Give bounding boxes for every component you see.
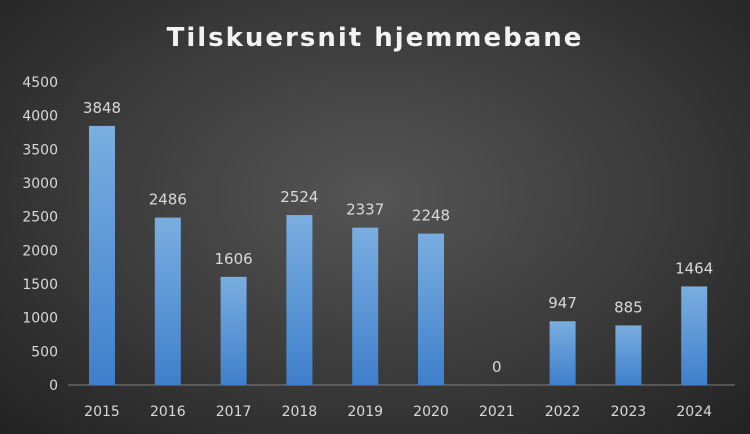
y-tick-label: 2500 <box>22 210 58 226</box>
y-tick-label: 2000 <box>22 243 58 259</box>
x-tick-label: 2016 <box>150 404 186 420</box>
y-tick-label: 500 <box>31 344 58 360</box>
bar-2018 <box>286 215 313 385</box>
bar-2016 <box>154 217 181 385</box>
bar-2023 <box>615 325 642 385</box>
x-tick-label: 2024 <box>676 404 712 420</box>
data-label-2022: 947 <box>548 294 577 312</box>
x-tick-label: 2020 <box>413 404 449 420</box>
data-label-2019: 2337 <box>346 201 384 219</box>
y-tick-label: 4500 <box>22 75 58 91</box>
y-tick-label: 4000 <box>22 109 58 125</box>
y-tick-label: 3500 <box>22 142 58 158</box>
x-tick-label: 2023 <box>611 404 647 420</box>
chart-title: Tilskuersnit hjemmebane <box>167 23 584 53</box>
x-tick-label: 2018 <box>282 404 318 420</box>
bar-2024 <box>681 286 708 385</box>
bar-2022 <box>549 321 576 385</box>
bar-2019 <box>352 227 379 385</box>
bar-2015 <box>89 125 115 385</box>
x-tick-label: 2019 <box>347 404 383 420</box>
data-label-2015: 3848 <box>83 99 121 117</box>
data-label-2021: 0 <box>492 358 502 376</box>
bar-2020 <box>418 233 444 385</box>
x-tick-label: 2021 <box>479 404 515 420</box>
data-label-2016: 2486 <box>149 191 187 209</box>
x-tick-label: 2022 <box>545 404 581 420</box>
x-tick-label: 2015 <box>84 404 120 420</box>
x-tick-label: 2017 <box>216 404 252 420</box>
bar-2017 <box>220 276 247 385</box>
data-label-2024: 1464 <box>675 259 713 277</box>
y-tick-label: 0 <box>49 378 58 394</box>
data-label-2017: 1606 <box>215 250 253 268</box>
data-label-2023: 885 <box>614 298 643 316</box>
y-tick-label: 3000 <box>22 176 58 192</box>
y-tick-label: 1000 <box>22 311 58 327</box>
data-label-2020: 2248 <box>412 207 450 225</box>
data-label-2018: 2524 <box>280 188 318 206</box>
y-tick-label: 1500 <box>22 277 58 293</box>
